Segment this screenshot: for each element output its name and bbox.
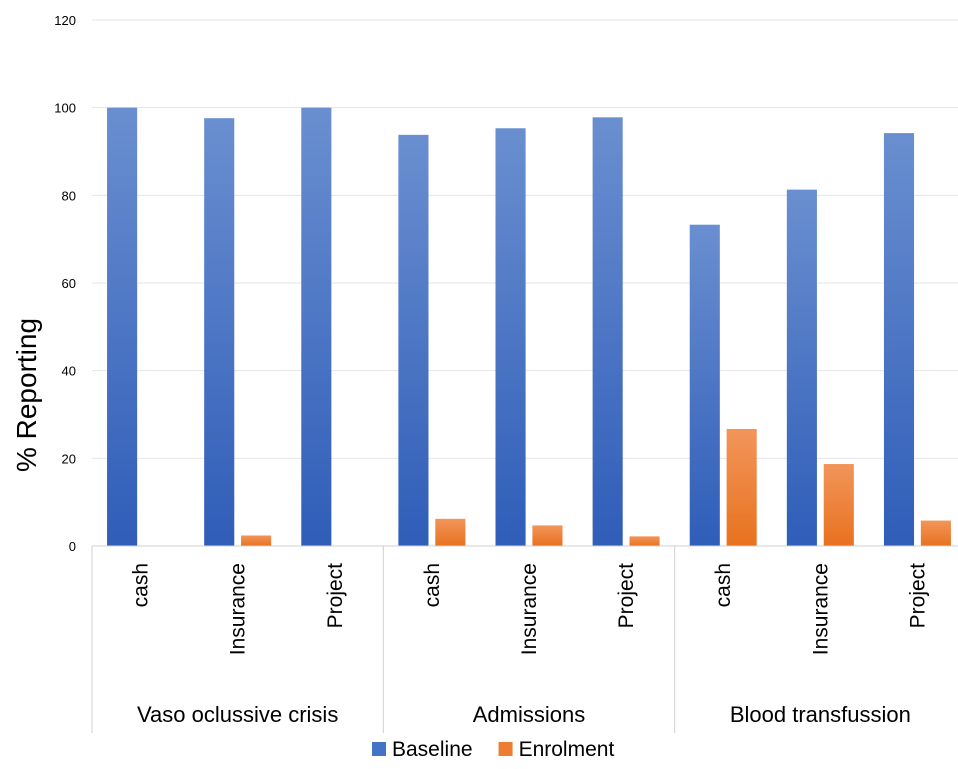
legend: Baseline Enrolment <box>372 738 614 761</box>
axes: 0 20 40 60 80 100 120 cash Insurance Project Vaso … <box>54 13 958 733</box>
bar-baseline-9 <box>883 133 915 546</box>
bar-enrolment-2 <box>241 535 272 546</box>
bar-enrolment-5 <box>532 525 563 546</box>
y-tick-label: 0 <box>69 539 76 554</box>
bar-baseline-4 <box>398 134 429 547</box>
bar-enrolment-8 <box>823 464 854 546</box>
group-label: Vaso oclussive crisis <box>137 702 338 727</box>
x-tick-label: cash <box>712 563 735 607</box>
bars <box>107 107 951 547</box>
x-tick-label: Insurance <box>518 563 541 655</box>
bar-baseline-2 <box>204 118 235 546</box>
bar-baseline-7 <box>689 224 720 546</box>
y-tick-label: 120 <box>54 13 76 28</box>
group-label: Blood transfussion <box>730 702 911 727</box>
x-tick-label: Project <box>324 563 347 629</box>
x-tick-label: Insurance <box>809 563 832 655</box>
x-tick-label: Project <box>615 563 638 629</box>
legend-label: Baseline <box>392 738 473 761</box>
y-tick-label: 80 <box>62 188 76 203</box>
x-tick-label: Insurance <box>227 563 250 655</box>
bar-baseline-6 <box>592 117 623 546</box>
bar-enrolment-4 <box>435 518 466 546</box>
bar-enrolment-6 <box>629 536 660 546</box>
y-axis-label: % Reporting <box>11 318 42 472</box>
bar-baseline-3 <box>301 107 332 547</box>
y-tick-label: 60 <box>62 276 76 291</box>
x-tick-label: Project <box>906 563 929 629</box>
bar-baseline-1 <box>107 107 138 547</box>
y-tick-label: 20 <box>62 451 76 466</box>
legend-swatch-enrolment <box>498 742 513 756</box>
y-tick-label: 100 <box>54 101 76 116</box>
bar-baseline-5 <box>495 128 526 547</box>
x-tick-label: cash <box>130 563 153 607</box>
y-tick-label: 40 <box>62 364 76 379</box>
bar-enrolment-9 <box>920 520 951 546</box>
legend-label: Enrolment <box>519 738 615 761</box>
legend-swatch-baseline <box>372 742 386 756</box>
bar-baseline-8 <box>786 189 817 546</box>
x-tick-label: cash <box>421 563 444 607</box>
bar-enrolment-7 <box>726 428 757 546</box>
group-label: Admissions <box>473 702 585 727</box>
